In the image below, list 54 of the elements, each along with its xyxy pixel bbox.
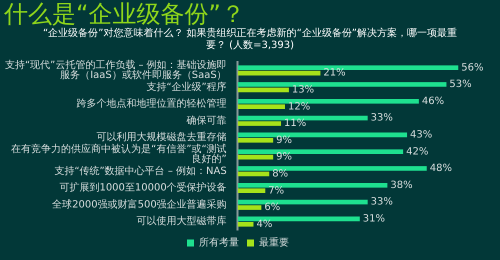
data-label: 21% bbox=[323, 68, 346, 79]
y-tick-label: 可以使用大型磁带库 bbox=[136, 215, 227, 228]
bar bbox=[238, 182, 388, 188]
bar bbox=[238, 222, 254, 227]
data-label: 8% bbox=[272, 168, 288, 180]
data-label: 43% bbox=[410, 129, 432, 140]
bar bbox=[238, 154, 274, 160]
y-tick-label: 支持“传统”数据中心平台 – 例如：NAS bbox=[54, 164, 227, 177]
y-tick-label: 支持“企业级”程序 bbox=[146, 80, 227, 93]
bar bbox=[238, 104, 285, 110]
y-tick-label: 可以利用大规模磁盘去重存储 bbox=[96, 131, 227, 144]
data-label: 46% bbox=[422, 96, 444, 107]
data-label: 33% bbox=[370, 112, 393, 124]
y-tick-label: 可扩展到1000至10000个受保护设备 bbox=[59, 182, 227, 194]
bar bbox=[238, 216, 360, 222]
data-label: 12% bbox=[288, 101, 310, 112]
data-label: 4% bbox=[256, 218, 272, 230]
bar bbox=[238, 149, 404, 154]
data-label: 48% bbox=[430, 163, 452, 174]
data-label: 42% bbox=[406, 146, 428, 158]
y-tick-label: 确保可靠 bbox=[186, 114, 227, 126]
data-label: 7% bbox=[268, 185, 284, 196]
chart-title: 什么是“企业级备份”？ bbox=[3, 0, 246, 28]
data-label: 38% bbox=[390, 180, 413, 191]
legend-label: 所有考量 bbox=[199, 236, 239, 249]
legend-label: 最重要 bbox=[259, 236, 289, 249]
bar bbox=[238, 116, 368, 120]
bar bbox=[238, 65, 458, 70]
y-tick-label: 全球2000强或财富500强企业普遍采购 bbox=[52, 198, 227, 210]
bar bbox=[238, 138, 274, 143]
bar bbox=[238, 200, 368, 204]
bar bbox=[238, 188, 266, 194]
data-label: 31% bbox=[362, 213, 386, 224]
bar bbox=[238, 172, 270, 176]
data-label: 56% bbox=[461, 62, 484, 74]
y-tick-label: 跨多个地点和地理位置的轻松管理 bbox=[76, 98, 227, 110]
bar bbox=[238, 132, 408, 138]
data-label: 11% bbox=[284, 118, 306, 130]
bar bbox=[238, 70, 320, 76]
y-tick-label: 支持“现代”云托管的工作负载 – 例如：基础设施即服务（IaaS）或软件即服务（SaaS） bbox=[5, 58, 227, 81]
bar bbox=[238, 166, 427, 171]
data-label: 9% bbox=[276, 152, 292, 163]
y-tick-label: 在有竞争力的供应商中被认为是“有信誉”或“测试良好的” bbox=[11, 142, 227, 165]
bar bbox=[238, 88, 289, 92]
chart-subtitle: “企业级备份”对您意味着什么？ 如果贵组织正在考虑新的“企业级备份”解决方案，哪一项最重要？ (人数=3,393) bbox=[42, 28, 458, 52]
data-label: 9% bbox=[276, 134, 292, 146]
bar bbox=[238, 98, 419, 104]
bar bbox=[238, 121, 282, 126]
data-label: 6% bbox=[264, 202, 280, 214]
bar bbox=[238, 82, 446, 87]
bar bbox=[238, 205, 262, 210]
data-label: 53% bbox=[449, 79, 472, 90]
data-label: 33% bbox=[370, 196, 393, 208]
data-label: 13% bbox=[292, 84, 314, 96]
